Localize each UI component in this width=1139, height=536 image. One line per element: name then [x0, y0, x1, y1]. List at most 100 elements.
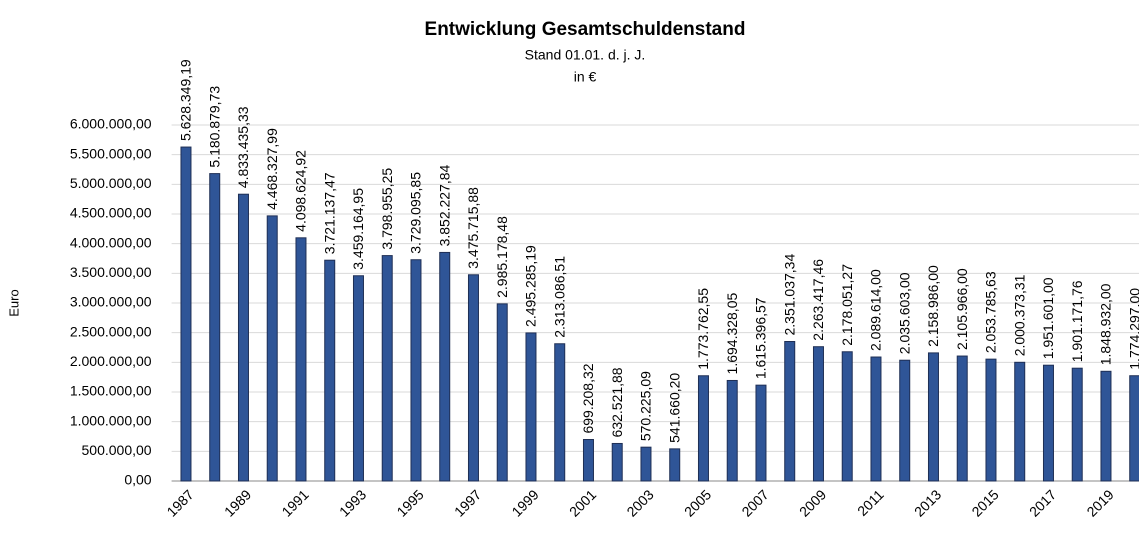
value-label: 699.208,32 [580, 363, 596, 433]
value-label: 3.459.164,95 [350, 188, 366, 270]
value-label: 541.660,20 [666, 373, 682, 443]
value-label: 2.089.614,00 [868, 269, 884, 351]
bar [180, 146, 192, 482]
y-tick-label: 4.000.000,00 [70, 234, 152, 250]
x-tick-label: 1989 [221, 486, 254, 519]
bar [640, 446, 652, 482]
y-tick-label: 3.000.000,00 [70, 294, 152, 310]
bar [554, 343, 566, 482]
bar [266, 215, 278, 482]
x-tick-label: 1995 [393, 486, 426, 519]
value-label: 2.053.785,63 [983, 271, 999, 353]
y-tick-label: 1.500.000,00 [70, 383, 152, 399]
x-tick-label: 1999 [508, 486, 541, 519]
x-tick-label: 2009 [796, 486, 829, 519]
x-tick-label: 2017 [1026, 486, 1059, 519]
value-label: 2.985.178,48 [494, 216, 510, 298]
y-tick-label: 5.000.000,00 [70, 175, 152, 191]
x-tick-label: 2013 [911, 486, 944, 519]
value-label: 2.000.373,31 [1011, 274, 1027, 356]
value-label: 2.495.285,19 [523, 245, 539, 327]
bar [1129, 375, 1139, 482]
y-tick-label: 500.000,00 [82, 442, 152, 458]
x-tick-label: 2019 [1083, 486, 1116, 519]
x-tick-label: 2001 [566, 486, 599, 519]
value-label: 1.951.601,00 [1040, 277, 1056, 359]
x-tick-label: 2003 [623, 486, 656, 519]
value-label: 4.468.327,99 [264, 128, 280, 210]
bar [237, 193, 249, 482]
value-label: 2.105.966,00 [954, 268, 970, 350]
bar [669, 448, 681, 482]
y-axis-label: Euro [6, 289, 21, 316]
value-label: 5.180.879,73 [206, 86, 222, 168]
y-tick-label: 2.000.000,00 [70, 353, 152, 369]
value-label: 2.351.037,34 [781, 254, 797, 336]
bar [956, 355, 968, 482]
bar [439, 251, 451, 482]
y-tick-label: 1.000.000,00 [70, 412, 152, 428]
value-label: 2.158.986,00 [925, 265, 941, 347]
value-label: 632.521,88 [609, 367, 625, 437]
bar [1014, 361, 1026, 482]
bar [496, 303, 508, 482]
x-tick-label: 1987 [163, 486, 196, 519]
x-tick-label: 1991 [278, 486, 311, 519]
x-tick-label: 1997 [451, 486, 484, 519]
x-tick-label: 2015 [968, 486, 1001, 519]
chart-title: Entwicklung Gesamtschuldenstand [425, 19, 746, 40]
value-label: 2.313.086,51 [551, 256, 567, 338]
chart-subtitle: Stand 01.01. d. j. J. [525, 47, 646, 63]
value-label: 4.098.624,92 [293, 150, 309, 232]
value-label: 3.475.715,88 [465, 187, 481, 269]
value-label: 5.628.349,19 [178, 59, 194, 141]
y-tick-label: 6.000.000,00 [70, 116, 152, 132]
value-label: 1.615.396,57 [753, 297, 769, 379]
bar [841, 351, 853, 482]
y-tick-label: 3.500.000,00 [70, 264, 152, 280]
bar [381, 255, 393, 482]
bar [525, 332, 537, 482]
bar [352, 275, 364, 482]
value-label: 3.852.227,84 [436, 164, 452, 246]
y-tick-label: 4.500.000,00 [70, 205, 152, 221]
value-label: 1.848.932,00 [1098, 283, 1114, 365]
bar [467, 274, 479, 482]
bar [1100, 370, 1112, 482]
bar [784, 341, 796, 482]
y-tick-label: 0,00 [124, 472, 151, 488]
bar [870, 356, 882, 482]
bar [611, 442, 623, 482]
bar [899, 359, 911, 482]
value-label: 570.225,09 [638, 371, 654, 441]
value-label: 1.774.297,00 [1126, 288, 1139, 370]
bar [410, 259, 422, 482]
x-tick-label: 2011 [854, 486, 887, 519]
value-label: 3.729.095,85 [408, 172, 424, 254]
bar [1042, 364, 1054, 482]
bar [582, 439, 594, 482]
bar [697, 375, 709, 482]
value-label: 1.901.171,76 [1069, 280, 1085, 362]
bar [209, 173, 221, 482]
bar [927, 352, 939, 482]
bar [726, 379, 738, 482]
bar [755, 384, 767, 482]
value-label: 1.773.762,55 [695, 288, 711, 370]
bar [324, 259, 336, 482]
value-label: 3.721.137,47 [321, 172, 337, 254]
value-label: 3.798.955,25 [379, 168, 395, 250]
bar [985, 358, 997, 482]
chart-subtitle: in € [574, 69, 597, 85]
x-tick-label: 2005 [681, 486, 714, 519]
x-tick-label: 1993 [336, 486, 369, 519]
value-label: 2.178.051,27 [839, 264, 855, 346]
bar [1071, 367, 1083, 482]
value-label: 2.035.603,00 [896, 272, 912, 354]
x-tick-label: 2007 [738, 486, 771, 519]
bar [295, 237, 307, 482]
value-label: 2.263.417,46 [810, 259, 826, 341]
y-tick-label: 5.500.000,00 [70, 145, 152, 161]
value-label: 1.694.328,05 [724, 293, 740, 375]
